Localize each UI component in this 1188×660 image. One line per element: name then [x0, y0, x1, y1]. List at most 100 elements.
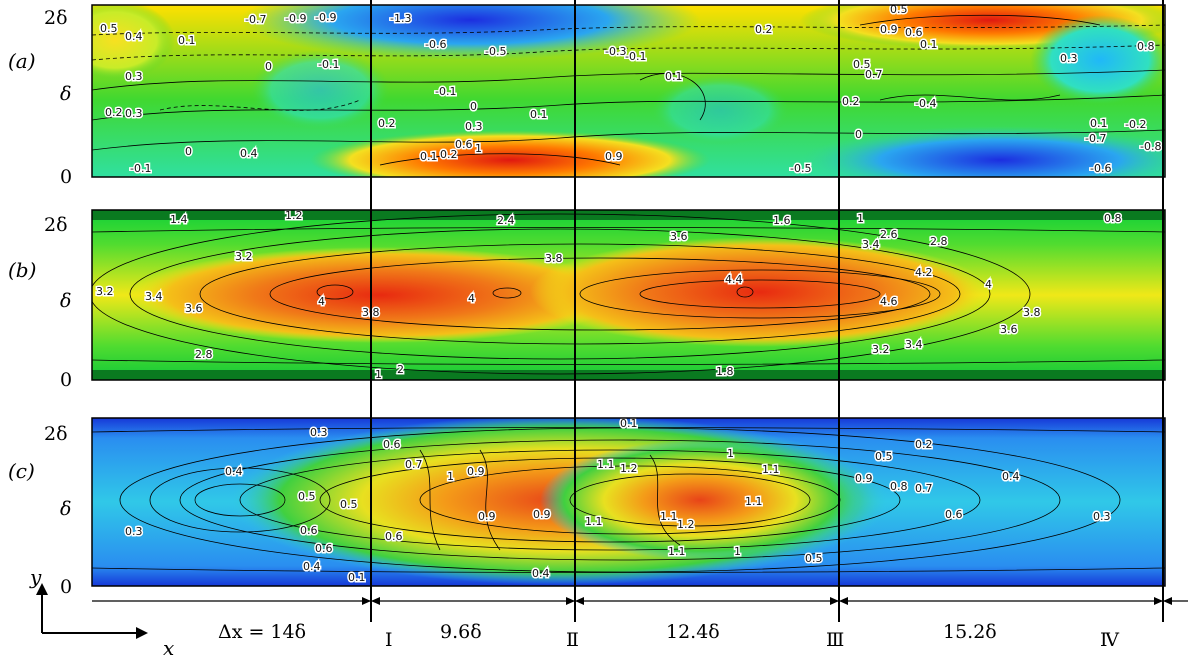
svg-text:3.6: 3.6	[185, 302, 203, 315]
svg-text:0.6: 0.6	[945, 508, 963, 521]
svg-text:0.5: 0.5	[340, 498, 358, 511]
axis-indicator	[36, 583, 148, 639]
svg-text:4: 4	[318, 295, 325, 308]
panel-a: 0.5 0.4 -0.7 -0.9 -0.9 -1.3 0.1 -0.6 -0.…	[8, 3, 1166, 188]
svg-text:0.5: 0.5	[890, 3, 908, 16]
svg-text:0.2: 0.2	[755, 23, 773, 36]
svg-text:0.1: 0.1	[178, 34, 196, 47]
svg-text:0.2: 0.2	[842, 95, 860, 108]
svg-text:3.2: 3.2	[235, 250, 253, 263]
svg-text:1.1: 1.1	[762, 463, 780, 476]
svg-text:3.4: 3.4	[905, 338, 923, 351]
svg-text:3.2: 3.2	[872, 343, 890, 356]
svg-text:0.1: 0.1	[530, 108, 548, 121]
svg-text:0.9: 0.9	[467, 465, 485, 478]
svg-text:0.5: 0.5	[805, 552, 823, 565]
svg-text:0.3: 0.3	[1060, 52, 1078, 65]
svg-text:0.2: 0.2	[915, 438, 933, 451]
panel-c: 0.3 0.1 0.4 0.6 0.7 1 0.9 1.1 1.2 1 1.1 …	[8, 417, 1166, 598]
station-label-I: I	[385, 629, 393, 651]
station-label-IV: Ⅳ	[1100, 629, 1120, 651]
svg-text:1: 1	[734, 545, 741, 558]
panel-a-contours	[92, 14, 1165, 166]
svg-text:0.1: 0.1	[620, 417, 638, 430]
svg-text:-0.9: -0.9	[285, 12, 306, 25]
svg-text:0.8: 0.8	[890, 480, 908, 493]
spacing-label-3: 15.2δ	[943, 621, 997, 643]
svg-text:2.8: 2.8	[195, 348, 213, 361]
svg-text:1: 1	[727, 447, 734, 460]
svg-text:4.4: 4.4	[725, 273, 743, 286]
svg-text:0.4: 0.4	[1002, 470, 1020, 483]
svg-text:1.1: 1.1	[668, 545, 686, 558]
panel-b-field: 1.4 1.2 2.4 1.6 1 0.8 3.2 3.8 3.6 2.6 3.…	[92, 210, 1165, 381]
svg-text:0.6: 0.6	[300, 524, 318, 537]
svg-text:4: 4	[985, 278, 992, 291]
station-lines	[370, 0, 1164, 622]
svg-text:-0.1: -0.1	[435, 85, 456, 98]
station-label-II: Ⅱ	[566, 629, 579, 651]
svg-text:2.6: 2.6	[880, 228, 898, 241]
svg-text:3.4: 3.4	[145, 290, 163, 303]
svg-text:0: 0	[265, 60, 272, 73]
panel-b-labels: 1.4 1.2 2.4 1.6 1 0.8 3.2 3.8 3.6 2.6 3.…	[95, 210, 1124, 381]
panel-b-ytick-0: 0	[60, 369, 72, 391]
svg-text:1: 1	[375, 368, 382, 381]
svg-text:0.5: 0.5	[875, 450, 893, 463]
svg-text:0: 0	[855, 128, 862, 141]
svg-text:1.4: 1.4	[170, 213, 188, 226]
svg-text:0.3: 0.3	[125, 107, 143, 120]
svg-text:-0.6: -0.6	[1090, 162, 1111, 175]
panel-b: 1.4 1.2 2.4 1.6 1 0.8 3.2 3.8 3.6 2.6 3.…	[8, 209, 1166, 391]
svg-text:-0.5: -0.5	[485, 45, 506, 58]
svg-text:0.9: 0.9	[605, 150, 623, 163]
panel-c-field: 0.3 0.1 0.4 0.6 0.7 1 0.9 1.1 1.2 1 1.1 …	[92, 417, 1165, 586]
svg-text:0.9: 0.9	[533, 508, 551, 521]
svg-text:-0.9: -0.9	[315, 11, 336, 24]
svg-text:0.7: 0.7	[865, 68, 883, 81]
svg-text:0.7: 0.7	[405, 458, 423, 471]
panel-a-ytick-0: 0	[60, 166, 72, 188]
svg-text:0.8: 0.8	[1104, 212, 1122, 225]
svg-text:-1.3: -1.3	[390, 12, 411, 25]
panel-a-label: (a)	[8, 49, 36, 73]
svg-text:0.3: 0.3	[465, 120, 483, 133]
svg-text:-0.7: -0.7	[245, 13, 266, 26]
svg-text:1.2: 1.2	[620, 462, 638, 475]
panel-c-ytick-0: 0	[60, 576, 72, 598]
svg-text:0.7: 0.7	[915, 482, 933, 495]
svg-text:0.6: 0.6	[383, 438, 401, 451]
svg-text:2: 2	[397, 363, 404, 376]
svg-text:3.6: 3.6	[670, 230, 688, 243]
y-axis-label: y	[29, 565, 42, 589]
panel-c-labels: 0.3 0.1 0.4 0.6 0.7 1 0.9 1.1 1.2 1 1.1 …	[124, 417, 1113, 586]
spacing-label-0: Δx = 14δ	[218, 621, 306, 643]
panel-a-ytick-delta: δ	[60, 83, 71, 105]
panel-a-field: 0.5 0.4 -0.7 -0.9 -0.9 -1.3 0.1 -0.6 -0.…	[92, 3, 1165, 177]
spacing-label-1: 9.6δ	[440, 621, 482, 643]
svg-text:1.1: 1.1	[585, 515, 603, 528]
svg-text:3.4: 3.4	[862, 238, 880, 251]
svg-text:1.1: 1.1	[597, 458, 615, 471]
svg-text:0.6: 0.6	[905, 26, 923, 39]
svg-text:1: 1	[857, 212, 864, 225]
svg-text:4: 4	[468, 292, 475, 305]
svg-text:3.2: 3.2	[96, 285, 114, 298]
svg-text:-0.6: -0.6	[425, 38, 446, 51]
svg-text:4.2: 4.2	[915, 266, 933, 279]
svg-text:3.8: 3.8	[1023, 306, 1041, 319]
svg-text:1.8: 1.8	[716, 365, 734, 378]
svg-text:0: 0	[185, 145, 192, 158]
svg-text:0.1: 0.1	[1090, 117, 1108, 130]
svg-text:0.2: 0.2	[105, 106, 123, 119]
svg-text:0.3: 0.3	[1093, 510, 1111, 523]
station-label-III: Ⅲ	[826, 629, 844, 651]
svg-text:0.6: 0.6	[315, 542, 333, 555]
svg-text:-0.5: -0.5	[790, 162, 811, 175]
svg-text:0: 0	[470, 100, 477, 113]
svg-text:1: 1	[475, 142, 482, 155]
svg-text:-0.3: -0.3	[605, 45, 626, 58]
svg-text:0.6: 0.6	[455, 138, 473, 151]
panel-b-ytick-2delta: 2δ	[44, 214, 68, 236]
